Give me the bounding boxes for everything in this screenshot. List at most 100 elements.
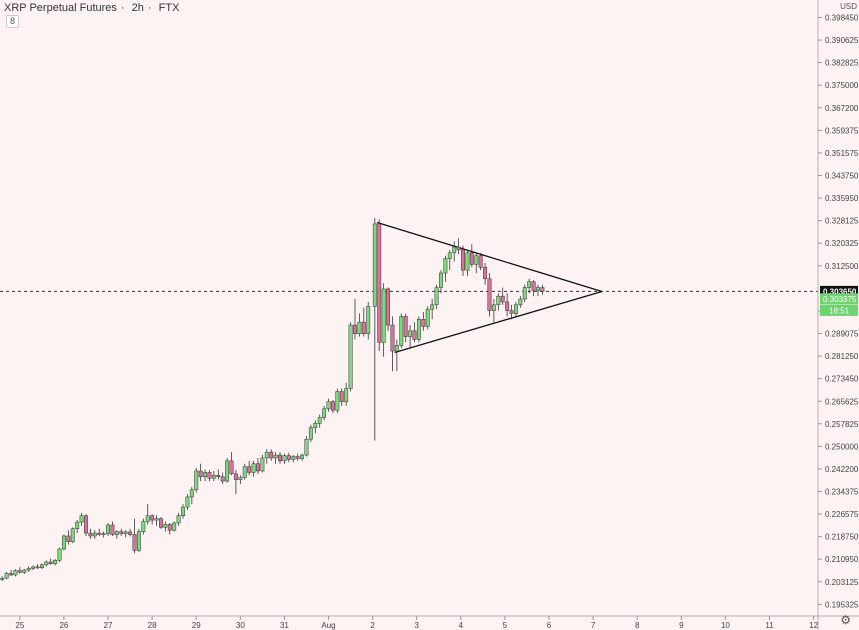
candle [229,452,234,476]
currency-label[interactable]: USD [840,2,857,11]
time-tick-label: 5 [503,621,508,630]
candle [70,527,75,544]
price-tick-label: 0.203125 [825,578,859,587]
bear-candle-body [35,566,40,569]
candle [483,262,488,285]
candle [317,414,322,428]
bear-candle-body [119,531,124,534]
countdown-badge: 18:51 [820,304,858,316]
bull-candle-body [53,559,58,564]
bull-candle-body [0,577,5,580]
candle [313,420,318,434]
candle [478,252,483,271]
bull-candle-body [317,417,322,424]
candle [159,517,163,529]
price-tick-label: 0.320325 [825,239,859,248]
gear-icon[interactable]: ⚙ [840,613,851,627]
bull-candle-body [372,223,377,307]
candle [35,564,40,569]
price-tick-label: 0.265625 [825,397,859,406]
bear-candle-body [295,456,300,459]
candle [434,284,439,310]
bull-candle-body [399,316,404,346]
bear-candle-body [150,515,155,521]
bull-candle-body [123,531,128,534]
bear-candle-body [483,267,488,280]
price-tick-label: 0.226575 [825,510,859,519]
bull-candle-body [513,304,518,314]
bull-candle-body [61,535,66,550]
bull-candle-body [44,561,49,566]
bull-candle-body [176,515,181,524]
triangle-upper-line [376,221,603,293]
bear-candle-body [256,463,260,472]
bull-candle-body [154,518,159,521]
bear-candle-body [220,476,225,482]
bull-candle-body [491,304,496,311]
time-tick-label: 30 [236,621,245,630]
candle [300,453,305,461]
bull-candle-body [141,521,146,532]
candle [172,521,177,532]
time-tick-label: 12 [809,621,818,630]
bear-candle-body [421,319,426,327]
candle [487,273,492,317]
last-price-badge: 0.303650 [820,285,858,297]
bear-candle-body [233,473,238,480]
price-tick-label: 0.390625 [825,36,859,45]
candle [443,255,448,282]
bull-candle-body [242,466,247,478]
exchange-label: FTX [158,2,180,14]
price-tick-label: 0.234375 [825,488,859,497]
candle [57,547,62,562]
second-price-value: 0.303375 [823,295,857,304]
candle [53,559,58,566]
bear-candle-body [505,301,510,311]
candle [211,470,216,482]
bear-candle-body [128,531,133,535]
price-tick-label: 0.343750 [825,172,859,181]
bull-candle-body [425,308,430,327]
candle [403,313,408,343]
bear-candle-body [17,570,22,573]
price-tick-label: 0.242200 [825,465,859,474]
bear-candle-body [247,466,252,473]
time-tick-label: 9 [679,621,684,630]
candle [167,522,172,535]
bull-candle-body [300,454,305,459]
candle [357,313,362,337]
bull-candle-body [282,455,287,462]
candle [0,576,5,582]
candle [13,569,18,577]
bull-candle-body [522,287,527,300]
candle [39,563,44,569]
candle [198,463,203,482]
time-tick-label: 3 [414,621,419,630]
time-tick-label: 4 [459,621,464,630]
candle [251,460,256,477]
countdown-value: 18:51 [829,306,850,315]
interval-label[interactable]: 2h [131,2,144,14]
price-tick-label: 0.359375 [825,126,859,135]
bull-candle-body [443,258,448,274]
bull-candle-body [366,306,371,334]
candle [273,452,278,464]
candle [163,521,168,532]
bear-candle-body [207,472,212,479]
bull-candle-body [452,246,457,254]
bull-candle-body [496,295,501,306]
candle [381,283,386,357]
triangle-lower-line [394,290,603,354]
bear-candle-body [159,518,163,528]
bull-candle-body [136,531,141,551]
candle [203,469,208,482]
indicator-count-badge[interactable]: 8 [6,15,20,28]
time-tick-label: 2 [370,621,375,630]
bull-candle-body [101,533,106,535]
candle [522,284,527,302]
candle [500,287,505,305]
candle [531,280,536,297]
bull-candle-body [106,524,110,534]
